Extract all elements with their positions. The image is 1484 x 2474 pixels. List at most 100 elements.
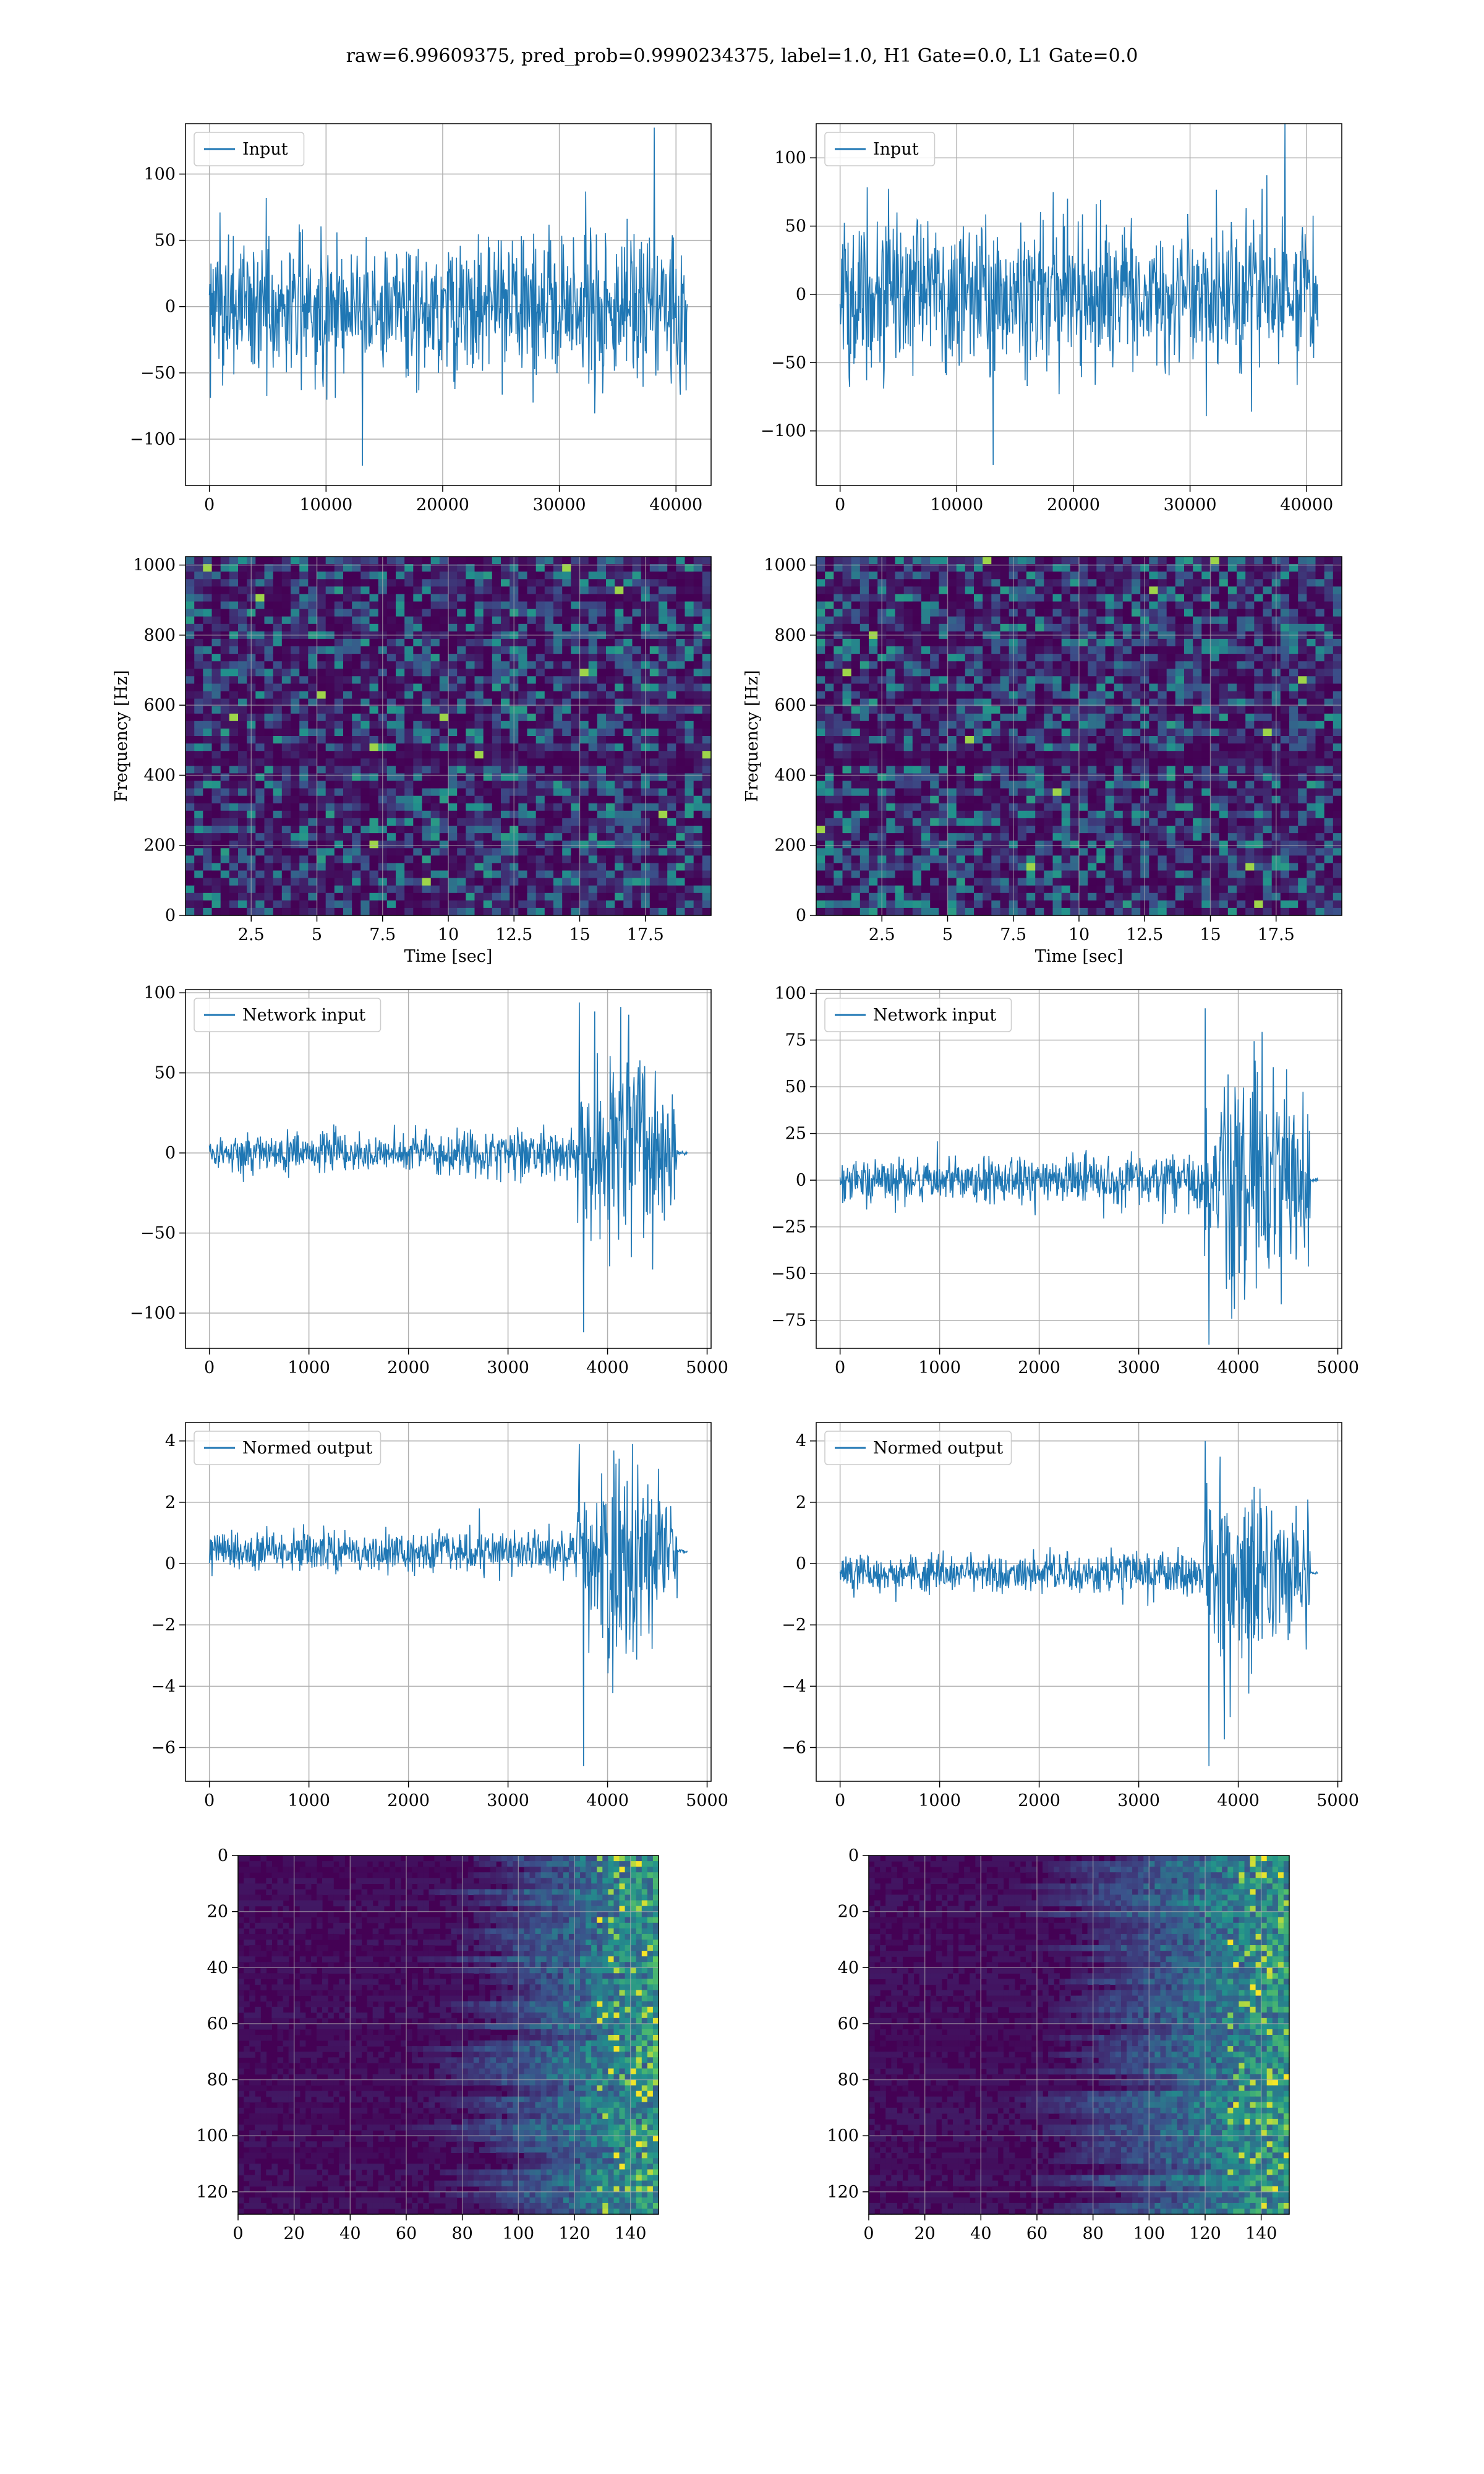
heatmap-cell [956,781,966,789]
heatmap-cell [448,683,458,692]
heatmap-cell [1088,721,1097,729]
heatmap-cell [422,773,432,782]
heatmap-cell [211,736,221,744]
heatmap-cell [527,594,537,602]
heatmap-cell [667,818,676,826]
heatmap-cell [930,669,939,677]
heatmap-cell [299,609,309,617]
heatmap-cell [413,892,423,901]
heatmap-cell [597,766,607,774]
heatmap-cell [834,788,843,797]
heatmap-cell [886,788,896,797]
heatmap-cell [439,721,449,729]
heatmap-cell [676,683,686,692]
heatmap-cell [396,609,405,617]
heatmap-cell [1184,661,1193,669]
heatmap-cell [457,788,466,797]
heatmap-cell [632,661,642,669]
heatmap-cell [1219,601,1229,610]
heatmap-cell [518,781,528,789]
heatmap-cell [448,751,458,759]
heatmap-cell [360,616,370,625]
heatmap-cell [255,900,265,909]
heatmap-cell [273,751,283,759]
heatmap-cell [684,855,694,863]
heatmap-cell [851,691,861,700]
heatmap-cell [186,698,195,707]
heatmap-cell [466,788,475,797]
heatmap-cell [386,781,396,789]
heatmap-cell [903,557,913,565]
heatmap-cell [299,698,309,707]
heatmap-cell [816,564,825,572]
heatmap-cell [676,803,686,811]
heatmap-cell [1070,669,1080,677]
heatmap-cell [667,878,676,886]
heatmap-cell [448,594,458,602]
heatmap-cell [255,661,265,669]
heatmap-cell [974,616,983,625]
heatmap-cell [369,728,379,737]
heatmap-cell [869,766,878,774]
heatmap-cell [649,788,659,797]
heatmap-cell [474,661,484,669]
heatmap-cell [684,594,694,602]
heatmap-cell [466,885,475,894]
heatmap-cell [649,676,659,684]
heatmap-cell [238,691,247,700]
heatmap-cell [1017,788,1027,797]
heatmap-cell [886,743,896,751]
heatmap-cell [615,870,624,879]
heatmap-cell [466,736,475,744]
heatmap-cell [974,586,983,594]
heatmap-cell [422,826,432,834]
heatmap-cell [430,669,440,677]
heatmap-cell [1096,795,1106,804]
heatmap-cell [299,691,309,700]
heatmap-cell [834,706,843,714]
heatmap-cell [360,601,370,610]
heatmap-cell [299,557,309,565]
heatmap-cell [947,654,957,662]
heatmap-cell [1044,795,1054,804]
heatmap-cell [1088,795,1097,804]
heatmap-cell [264,721,274,729]
heatmap-cell [834,661,843,669]
heatmap-cell [859,564,869,572]
heatmap-cell [1263,564,1273,572]
heatmap-cell [702,616,712,625]
heatmap-cell [816,713,825,722]
heatmap-cell [1105,773,1115,782]
heatmap-cell [869,728,878,737]
heatmap-cell [1298,743,1307,751]
heatmap-cell [1070,609,1080,617]
heatmap-cell [562,609,571,617]
heatmap-cell [667,721,676,729]
heatmap-cell [632,601,642,610]
heatmap-cell [1324,691,1334,700]
heatmap-cell [834,557,843,565]
heatmap-cell [404,623,414,632]
heatmap-cell [903,646,913,654]
heatmap-cell [1210,676,1220,684]
heatmap-cell [667,623,676,632]
heatmap-cell [492,601,501,610]
heatmap-cell [816,766,825,774]
heatmap-cell [1289,654,1298,662]
heatmap-cell [632,683,642,692]
heatmap-cell [308,855,318,863]
heatmap-cell [579,594,589,602]
heatmap-cell [886,571,896,580]
heatmap-cell [684,751,694,759]
heatmap-cell [422,609,432,617]
heatmap-cell [562,826,571,834]
heatmap-cell [1184,654,1193,662]
heatmap-cell [264,818,274,826]
heatmap-cell [1280,713,1290,722]
heatmap-cell [947,788,957,797]
heatmap-cell [623,594,633,602]
heatmap-cell [220,892,230,901]
heatmap-cell [518,713,528,722]
heatmap-cell [386,810,396,819]
heatmap-cell [956,654,966,662]
